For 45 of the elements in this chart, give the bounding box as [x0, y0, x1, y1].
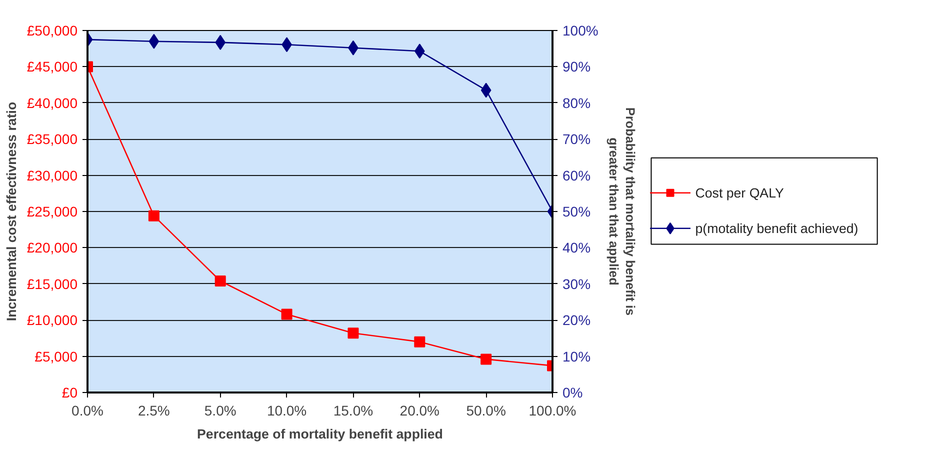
- point: [214, 276, 226, 287]
- point: [281, 308, 292, 320]
- y2-axis-title: Probability that mortality benefit is greater than that applied: [606, 107, 638, 316]
- y-tick-label: £5,000: [34, 348, 78, 364]
- y-tick-label: £15,000: [26, 276, 78, 292]
- y-axis-title: Incremental cost effectivness ratio: [4, 102, 19, 322]
- y2-tick-label: 70%: [562, 131, 591, 148]
- y-tick-label: £45,000: [26, 58, 78, 75]
- point: [148, 34, 160, 49]
- x-tick-label: 2.5%: [138, 402, 170, 418]
- y2-tick-label: 30%: [562, 276, 591, 292]
- legend-label: p(motality benefit achieved): [695, 220, 858, 236]
- point: [348, 328, 359, 339]
- y-tick-label: £20,000: [26, 240, 78, 256]
- y-tick-label: £25,000: [26, 204, 78, 220]
- point: [148, 210, 160, 222]
- point: [480, 82, 492, 98]
- point: [414, 44, 425, 59]
- point: [480, 354, 492, 365]
- point: [414, 336, 426, 348]
- y2-tick-label: 0%: [562, 384, 583, 400]
- y2-tick-label: 100%: [562, 22, 598, 38]
- y-tick-label: £0: [62, 384, 78, 400]
- x-tick-label: 5.0%: [204, 402, 236, 418]
- x-tick-label: 20.0%: [400, 402, 440, 418]
- x-tick-label: 50.0%: [466, 402, 506, 418]
- y2-tick-label: 80%: [562, 94, 591, 111]
- x-tick-label: 15.0%: [333, 402, 374, 418]
- x-tick-label: 100.0%: [528, 402, 576, 418]
- x-tick-label: 0.0%: [72, 402, 104, 418]
- x-axis-title: Percentage of mortality benefit applied: [197, 426, 443, 442]
- y-tick-label: £30,000: [26, 167, 78, 184]
- y-tick-label: £50,000: [26, 22, 78, 38]
- y2-tick-label: 50%: [562, 204, 591, 220]
- legend-label: Cost per QALY: [695, 185, 784, 200]
- y-tick-label: £40,000: [26, 94, 78, 111]
- y2-tick-label: 60%: [562, 167, 591, 184]
- y2-tick-label: 10%: [562, 348, 591, 364]
- y-tick-label: £35,000: [26, 131, 78, 148]
- point: [215, 34, 226, 50]
- x-tick-label: 10.0%: [266, 402, 307, 418]
- y2-tick-label: 20%: [562, 312, 591, 328]
- y-tick-label: £10,000: [26, 312, 78, 328]
- y2-tick-label: 40%: [562, 240, 591, 256]
- y2-tick-label: 90%: [562, 58, 591, 75]
